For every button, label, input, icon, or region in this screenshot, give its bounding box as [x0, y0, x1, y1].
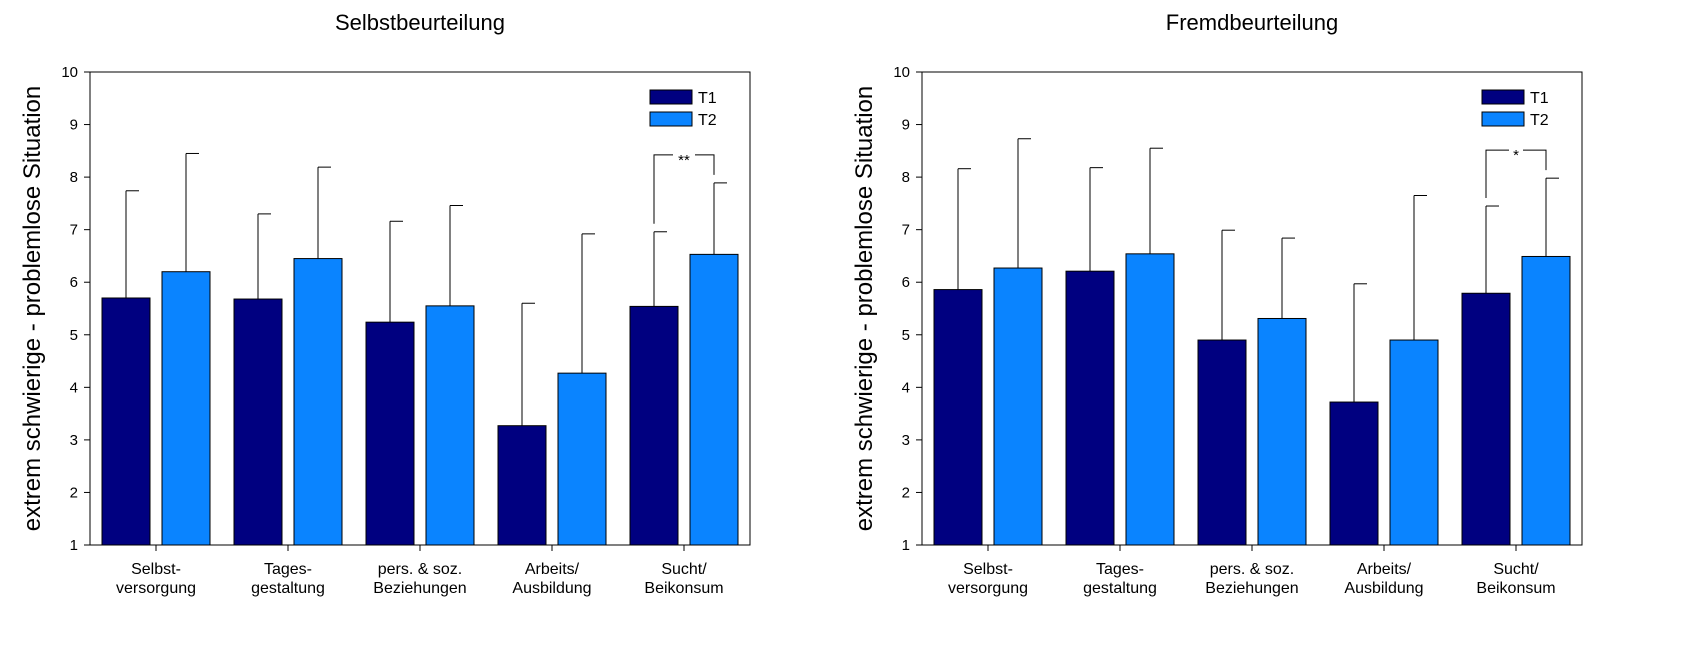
bar-t1-4	[629, 305, 679, 546]
bar-t1-4	[1461, 292, 1511, 546]
x-tick-label-1: Tages-gestaltung	[251, 561, 325, 597]
x-tick-label-3: Arbeits/Ausbildung	[1344, 561, 1423, 597]
x-tick-label-2: pers. & soz. Beziehungen	[1205, 561, 1298, 597]
bar-t2-1	[1125, 253, 1175, 546]
x-tick-label-line-2-1: Beziehungen	[1205, 580, 1298, 597]
x-tick-label-line-1-1: gestaltung	[251, 580, 325, 597]
chart-title: Fremdbeurteilung	[1166, 10, 1338, 35]
bar-t1-3	[497, 425, 547, 546]
y-tick-label-5: 6	[902, 274, 910, 291]
y-tick-label-3: 4	[70, 379, 78, 396]
y-axis-label: extrem schwierige - problemlose Situatio…	[19, 86, 46, 532]
y-tick-label-9: 10	[893, 64, 910, 81]
bar-t1-2	[365, 321, 415, 546]
x-tick-label-0: Selbst-versorgung	[948, 561, 1028, 597]
x-tick-label-line-3-0: Arbeits/	[1357, 561, 1412, 578]
y-tick-label-0: 1	[70, 537, 78, 554]
significance-label: **	[678, 152, 690, 169]
significance-bracket-left	[1485, 149, 1509, 199]
legend-label-t2: T2	[698, 112, 717, 129]
bar-t2-4	[689, 253, 739, 546]
legend-swatch-t2	[1481, 111, 1525, 127]
significance-label: *	[1513, 147, 1519, 164]
x-tick-label-line-4-1: Beikonsum	[644, 580, 723, 597]
x-tick-label-line-4-0: Sucht/	[661, 561, 707, 578]
y-tick-label-1: 2	[70, 484, 78, 501]
bar-t2-2	[425, 305, 475, 546]
y-tick-label-2: 3	[70, 432, 78, 449]
chart-panel-fremdbeurteilung: Fremdbeurteilung extrem schwierige - prob…	[851, 10, 1583, 597]
x-tick-label-line-2-1: Beziehungen	[373, 580, 466, 597]
y-tick-label-0: 1	[902, 537, 910, 554]
bar-t1-1	[233, 298, 283, 546]
bar-t2-1	[293, 258, 343, 546]
plot-frame	[921, 71, 1583, 546]
x-tick-label-2: pers. & soz. Beziehungen	[373, 561, 466, 597]
legend-swatch-t1	[649, 89, 693, 105]
chart-panel-selbstbeurteilung: Selbstbeurteilung extrem schwierige - pro…	[19, 10, 751, 597]
bar-t1-0	[933, 289, 983, 546]
y-tick-label-6: 7	[902, 222, 910, 239]
bar-t2-2	[1257, 317, 1307, 546]
bar-t2-3	[557, 372, 607, 546]
x-tick-label-line-3-0: Arbeits/	[525, 561, 580, 578]
legend-label-t2: T2	[1530, 112, 1549, 129]
x-tick-label-line-1-0: Tages-	[1096, 561, 1144, 578]
y-tick-label-7: 8	[70, 169, 78, 186]
x-tick-label-line-0-0: Selbst-	[963, 561, 1013, 578]
plot-frame	[89, 71, 751, 546]
x-tick-label-line-1-1: gestaltung	[1083, 580, 1157, 597]
y-tick-label-2: 3	[902, 432, 910, 449]
bar-t2-0	[161, 271, 211, 546]
x-tick-label-line-0-1: versorgung	[116, 580, 196, 597]
y-axis-label: extrem schwierige - problemlose Situatio…	[851, 86, 878, 532]
bar-t2-3	[1389, 339, 1439, 546]
x-tick-label-line-1-0: Tages-	[264, 561, 312, 578]
x-tick-label-line-4-0: Sucht/	[1493, 561, 1539, 578]
y-tick-label-6: 7	[70, 222, 78, 239]
y-tick-label-3: 4	[902, 379, 910, 396]
x-tick-label-line-2-0: pers. & soz.	[378, 561, 462, 578]
y-tick-label-1: 2	[902, 484, 910, 501]
bar-t1-0	[101, 297, 151, 546]
legend-label-t1: T1	[1530, 90, 1549, 107]
bar-t1-3	[1329, 401, 1379, 546]
chart-title: Selbstbeurteilung	[335, 10, 505, 35]
x-tick-label-0: Selbst-versorgung	[116, 561, 196, 597]
x-tick-label-4: Sucht/Beikonsum	[1476, 561, 1555, 597]
x-tick-label-3: Arbeits/Ausbildung	[512, 561, 591, 597]
significance-bracket-left	[653, 154, 673, 224]
y-tick-label-8: 9	[70, 117, 78, 134]
x-tick-label-line-2-0: pers. & soz.	[1210, 561, 1294, 578]
significance-bracket-right	[695, 154, 715, 175]
bar-t1-1	[1065, 270, 1115, 546]
x-tick-label-4: Sucht/Beikonsum	[644, 561, 723, 597]
x-tick-label-line-3-1: Ausbildung	[1344, 580, 1423, 597]
y-tick-label-4: 5	[70, 327, 78, 344]
y-tick-label-8: 9	[902, 117, 910, 134]
bar-t2-4	[1521, 255, 1571, 546]
x-tick-label-1: Tages-gestaltung	[1083, 561, 1157, 597]
legend-swatch-t2	[649, 111, 693, 127]
x-tick-label-line-3-1: Ausbildung	[512, 580, 591, 597]
bar-t1-2	[1197, 339, 1247, 546]
legend-swatch-t1	[1481, 89, 1525, 105]
y-tick-label-7: 8	[902, 169, 910, 186]
bar-t2-0	[993, 267, 1043, 546]
x-tick-label-line-0-1: versorgung	[948, 580, 1028, 597]
y-tick-label-9: 10	[61, 64, 78, 81]
y-tick-label-4: 5	[902, 327, 910, 344]
x-tick-label-line-0-0: Selbst-	[131, 561, 181, 578]
x-tick-label-line-4-1: Beikonsum	[1476, 580, 1555, 597]
y-tick-label-5: 6	[70, 274, 78, 291]
significance-bracket-right	[1523, 149, 1547, 171]
legend-label-t1: T1	[698, 90, 717, 107]
